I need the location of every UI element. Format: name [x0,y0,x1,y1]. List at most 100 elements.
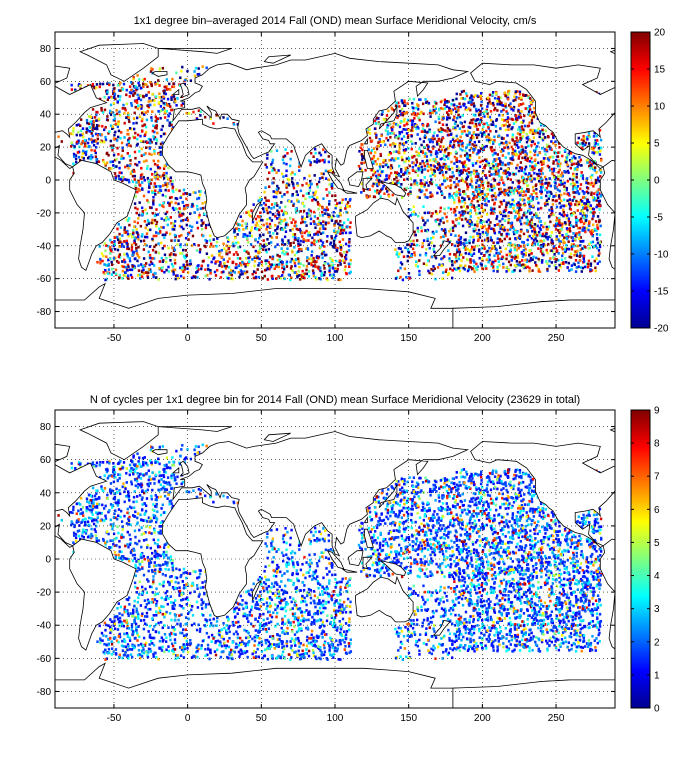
data-cell [231,261,234,265]
data-cell [154,250,158,254]
data-cell [454,185,457,189]
data-cell [238,262,242,265]
data-cell [406,177,409,181]
data-cell [468,220,472,223]
data-cell [519,193,522,197]
data-cell [572,244,575,248]
data-cell [491,120,495,124]
data-cell [470,221,473,224]
data-cell [146,219,150,222]
data-cell [551,209,554,213]
data-cell [137,233,140,237]
data-cell [151,191,154,195]
data-cell [268,231,271,234]
data-cell [183,268,186,271]
data-cell [574,250,577,254]
data-cell [168,253,172,257]
data-cell [238,229,241,232]
data-cell [471,164,475,167]
data-cell [197,264,200,267]
data-cell [185,197,188,201]
data-cell [498,157,501,160]
data-cell [291,177,294,180]
data-cell [488,258,491,262]
data-cell [512,105,516,109]
data-cell [276,204,279,207]
data-cell [492,177,495,181]
data-cell [557,164,560,168]
data-cell [172,270,175,274]
data-cell [596,227,600,230]
data-cell [189,259,192,263]
data-cell [136,116,139,120]
data-cell [592,161,595,165]
data-cell [94,155,98,159]
data-cell [439,157,442,161]
data-cell [155,231,158,234]
data-cell [464,165,467,169]
data-cell [218,249,221,253]
data-cell [155,234,158,238]
data-cell [395,173,398,177]
data-cell [545,186,548,190]
data-cell [501,154,505,157]
data-cell [411,156,414,159]
data-cell [420,143,423,147]
data-cell [529,259,532,262]
data-cell [171,246,174,250]
data-cell [447,146,450,150]
data-cell [528,209,531,212]
data-cell [290,265,293,268]
data-cell [584,230,587,234]
data-cell [319,277,322,281]
data-cell [262,233,265,237]
data-cell [273,267,276,271]
data-cell [532,241,535,245]
data-cell [281,261,284,264]
data-cell [120,171,123,175]
data-cell [418,154,421,158]
data-cell [455,92,458,96]
data-cell [401,101,404,105]
data-cell [503,192,506,195]
data-cell [133,170,136,173]
data-cell [566,163,569,167]
data-cell [490,195,494,198]
data-cell [309,217,313,221]
data-cell [362,189,366,192]
data-cell [249,214,252,218]
data-cell [440,148,444,152]
data-cell [267,261,271,264]
data-cell [562,204,566,208]
data-cell [568,255,571,259]
data-cell [138,115,142,119]
data-cell [402,143,405,147]
data-cell [121,260,124,263]
data-cell [528,266,531,270]
data-cell [433,101,437,104]
data-cell [473,229,476,233]
data-cell [297,237,300,240]
data-cell [174,277,177,281]
data-cell [113,248,117,251]
data-cell [524,253,527,257]
data-cell [523,124,527,128]
data-cell [275,188,279,191]
data-cell [159,241,163,245]
data-cell [438,121,441,125]
data-cell [159,185,162,188]
data-cell [548,264,551,268]
data-cell [346,218,350,222]
data-cell [535,163,538,166]
data-cell [127,247,131,251]
data-cell [453,260,457,264]
data-cell [460,205,463,209]
data-cell [293,261,297,265]
data-cell [502,199,506,203]
data-cell [216,268,219,272]
data-cell [445,171,448,174]
data-cell [589,268,592,271]
data-cell [290,172,293,176]
data-cell [302,264,305,267]
data-cell [285,265,289,268]
